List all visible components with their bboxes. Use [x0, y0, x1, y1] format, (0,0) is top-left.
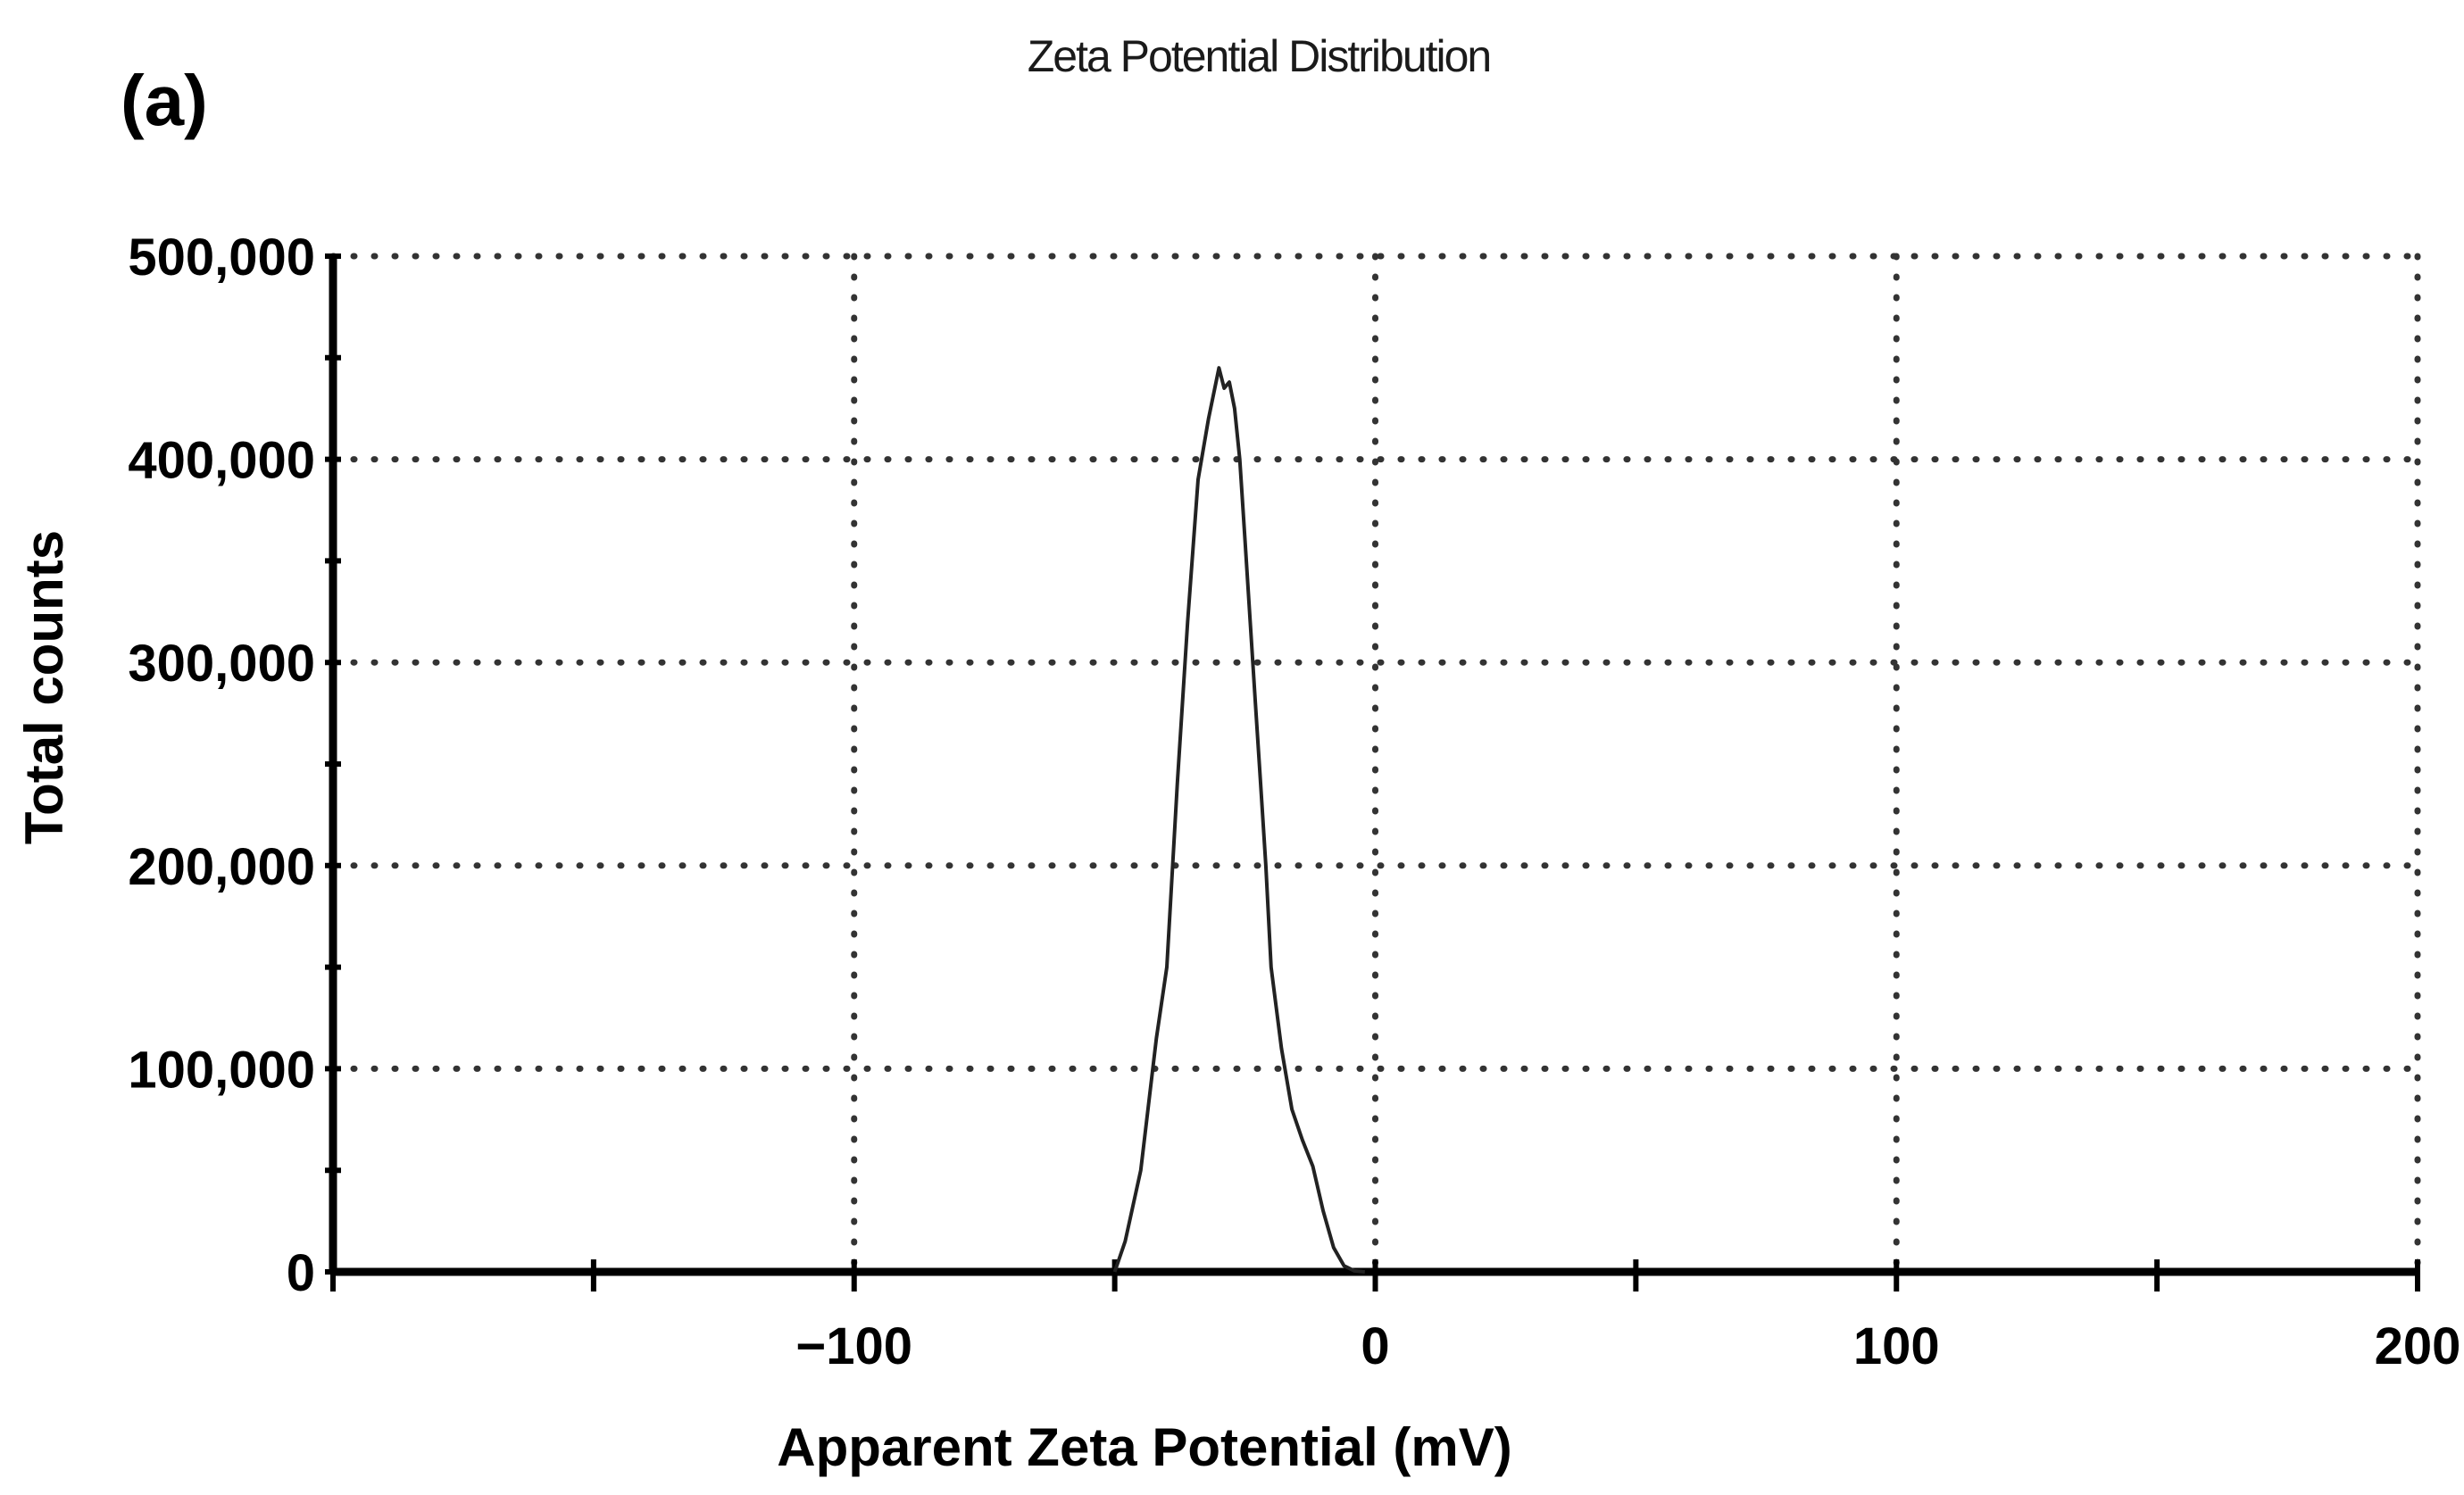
x-axis-label: Apparent Zeta Potential (mV)	[777, 1417, 1511, 1477]
y-tick-label: 300,000	[128, 635, 315, 693]
grid	[329, 253, 2421, 1275]
y-tick-label: 400,000	[128, 432, 315, 490]
x-tick-label: 0	[1361, 1317, 1389, 1375]
tick-labels: −100 0 100 200 0 100,000 200,000 300,000 400,000…	[128, 228, 2460, 1375]
series-line	[1112, 366, 1365, 1274]
y-tick-label: 200,000	[128, 838, 315, 896]
series	[1112, 366, 1365, 1274]
x-tick-label: −100	[795, 1317, 912, 1375]
x-tick-label: 100	[1853, 1317, 1940, 1375]
y-tick-label: 500,000	[128, 228, 315, 287]
y-tick-label: 100,000	[128, 1041, 315, 1099]
y-axis-label: Total counts	[14, 530, 74, 844]
axes	[325, 253, 2420, 1292]
panel-label: (a)	[121, 61, 208, 140]
x-tick-label: 200	[2375, 1317, 2461, 1375]
y-tick-label: 0	[287, 1244, 315, 1302]
chart-title: Zeta Potential Distribution	[1028, 31, 1491, 81]
